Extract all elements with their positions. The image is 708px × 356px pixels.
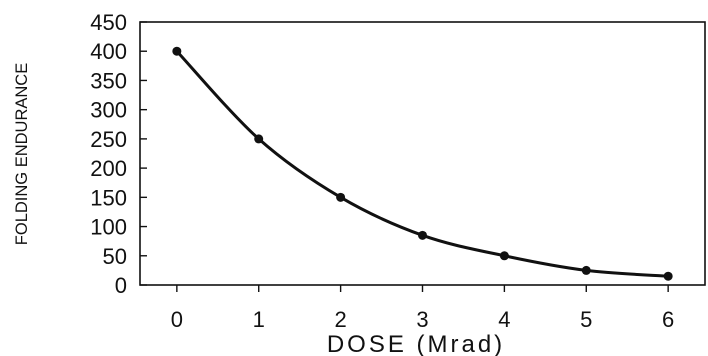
x-axis-title: DOSE (Mrad) (327, 331, 505, 356)
x-tick-label: 0 (171, 307, 183, 332)
y-tick-labels: 0 50 100 150 200 250 300 350 400 450 (90, 10, 127, 298)
y-tick-label: 100 (90, 215, 127, 240)
data-points-layer (172, 46, 673, 281)
y-tick-label: 250 (90, 127, 127, 152)
x-tick-label: 4 (498, 307, 510, 332)
y-tick-label: 400 (90, 39, 127, 64)
y-tick-label: 0 (115, 273, 127, 298)
tick-marks-layer (140, 21, 669, 292)
data-point (254, 134, 264, 144)
x-tick-label: 2 (334, 307, 346, 332)
x-tick-label: 3 (416, 307, 428, 332)
series-line (175, 49, 670, 278)
data-point (581, 265, 591, 275)
x-tick-labels: 0 1 2 3 4 5 6 (171, 307, 675, 332)
y-tick-label: 50 (103, 244, 127, 269)
series-layer (175, 49, 670, 278)
data-point (172, 46, 182, 56)
data-point (336, 192, 346, 202)
y-tick-label: 300 (90, 98, 127, 123)
y-axis-title: FOLDING ENDURANCE (13, 63, 31, 245)
x-tick-label: 1 (253, 307, 265, 332)
plot-area-border (139, 21, 706, 286)
x-tick-label: 6 (662, 307, 674, 332)
y-tick-label: 350 (90, 68, 127, 93)
data-point (663, 271, 673, 281)
y-tick-label: 450 (90, 10, 127, 35)
y-tick-label: 200 (90, 156, 127, 181)
data-point (418, 230, 427, 240)
data-point (499, 251, 509, 261)
plot-frame-layer (139, 21, 706, 286)
x-tick-label: 5 (580, 307, 592, 332)
y-tick-label: 150 (90, 185, 127, 210)
